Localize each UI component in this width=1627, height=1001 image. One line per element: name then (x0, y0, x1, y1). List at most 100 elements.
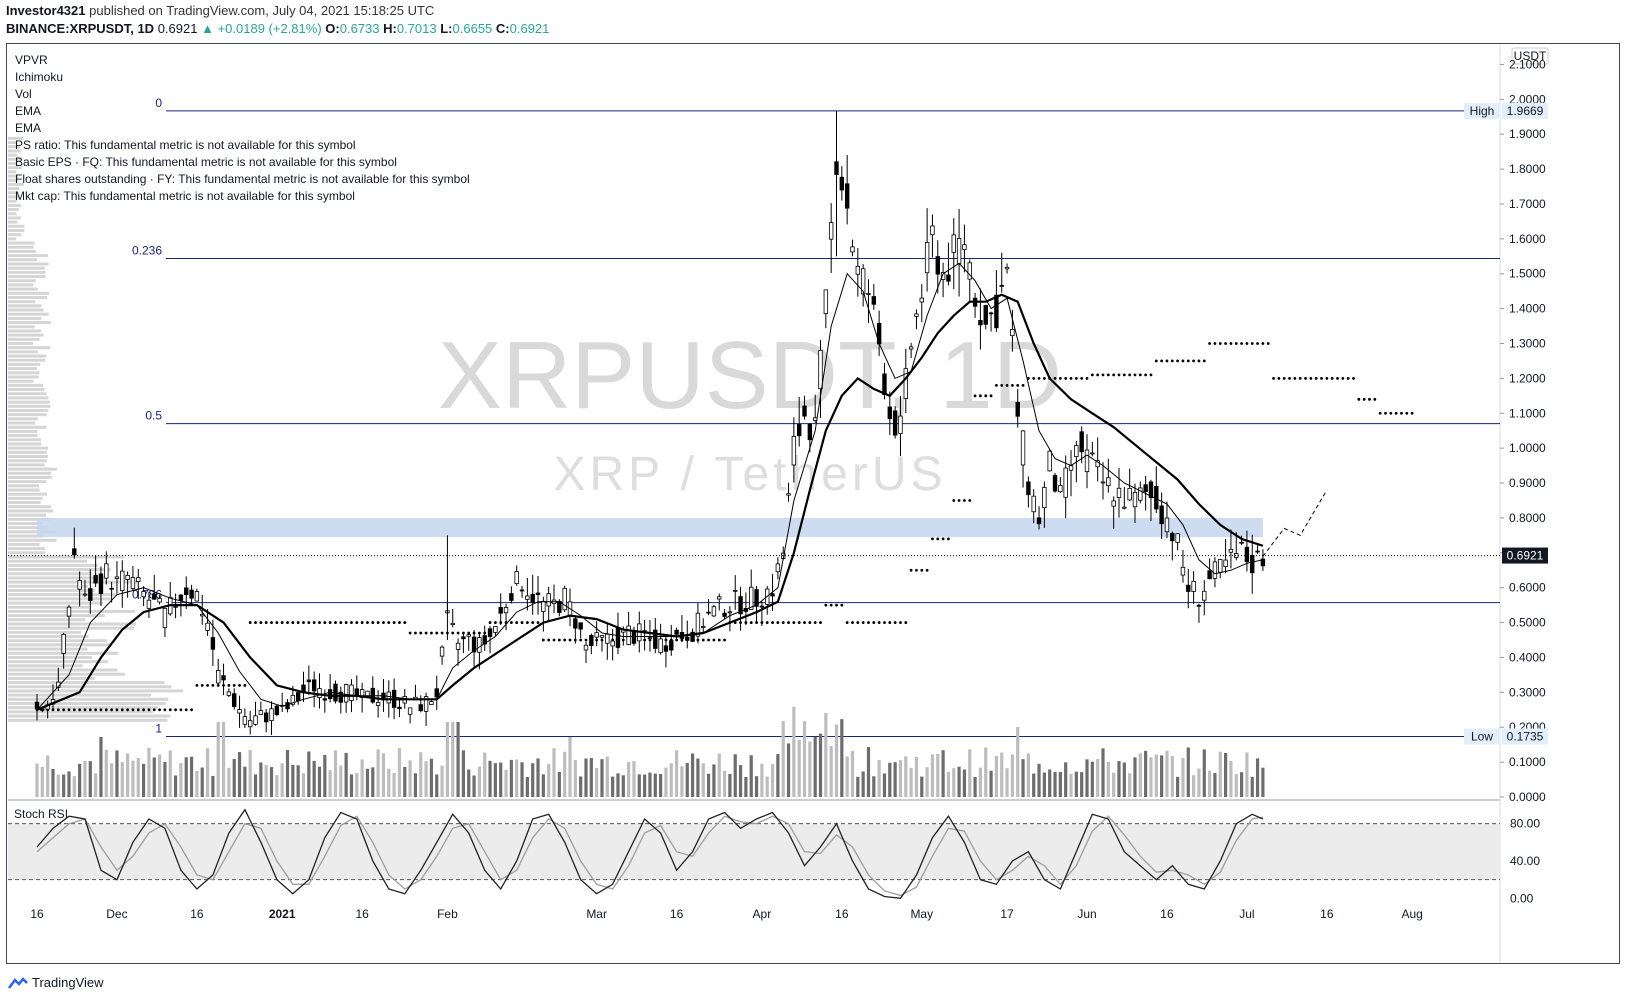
legend-item[interactable]: Basic EPS · FQ: This fundamental metric … (15, 155, 397, 169)
legend-item[interactable]: EMA (15, 121, 42, 135)
volume-bar (770, 764, 775, 797)
kijun-dot (158, 708, 161, 712)
volume-bar (936, 753, 940, 797)
volume-bar (1208, 770, 1212, 797)
candle-body (466, 634, 471, 637)
volume-bar (211, 775, 215, 797)
axis-tags: High 1.9669 Low 0.1735 0.6921 (1464, 102, 1548, 745)
author-name[interactable]: Investor4321 (6, 3, 86, 18)
volume-bar (83, 760, 87, 797)
legend-item[interactable]: PS ratio: This fundamental metric is not… (15, 138, 356, 152)
candle-body (477, 637, 482, 653)
volume-bar (744, 776, 748, 797)
candle-body (1196, 604, 1202, 607)
kijun-dot (1197, 359, 1201, 363)
ytick-label: 1.0000 (1509, 441, 1546, 455)
kijun-dot (1208, 342, 1211, 345)
price-change: ▲ +0.0189 (+2.81%) (201, 21, 322, 36)
legend-item[interactable]: Vol (15, 87, 32, 101)
volume-bar (461, 750, 465, 797)
candle-body (306, 679, 312, 683)
vpvr-bar (8, 475, 52, 479)
vpvr-bar (8, 329, 41, 333)
vpvr-bar (8, 668, 118, 672)
chart-frame[interactable] (6, 43, 1620, 964)
ema-slow-line (36, 293, 1264, 711)
vpvr-bar (8, 626, 135, 630)
kijun-dot (259, 621, 263, 624)
volume-bar (834, 724, 839, 797)
volume-bar (984, 747, 988, 797)
volume-bar (142, 763, 146, 797)
vpvr-bar (8, 706, 158, 710)
vpvr-bar (8, 522, 43, 526)
volume-bar (600, 759, 604, 797)
vpvr-bar (8, 484, 39, 488)
kijun-dot (1192, 359, 1196, 363)
volume-bar (371, 767, 375, 797)
vpvr-bar (8, 383, 43, 387)
kijun-dot (536, 621, 540, 624)
vpvr-bar (8, 538, 57, 542)
vpvr-bar (8, 279, 36, 283)
vpvr-bar (8, 530, 56, 534)
volume-bar (1085, 759, 1089, 797)
volume-bar (88, 761, 92, 797)
volume-bar (328, 770, 332, 797)
legend-item[interactable]: VPVR (15, 53, 48, 67)
stoch-ytick: 0.00 (1510, 891, 1534, 905)
time-axis[interactable]: 16 Dec 16 2021 16 Feb Mar 16 Apr 16 May 17 Jun 16 Jul 1… (30, 907, 1422, 921)
volume-bar (1170, 755, 1174, 797)
candle-body (1186, 584, 1191, 592)
vpvr-bar (8, 509, 54, 513)
legend-item[interactable]: Mkt cap: This fundamental metric is not … (15, 189, 355, 203)
kijun-dot (88, 708, 92, 712)
volume-bar (669, 763, 673, 797)
kijun-dot (147, 708, 151, 712)
kijun-dot (382, 621, 385, 624)
candle-body (807, 423, 813, 441)
vpvr-bar (8, 614, 105, 618)
kijun-dot (355, 621, 359, 624)
candle-body (1255, 550, 1260, 553)
candle-body (263, 712, 269, 723)
volume-bar (157, 754, 162, 797)
kijun-dot (1112, 373, 1116, 377)
xtick-label: 16 (835, 907, 849, 921)
candle-body (157, 598, 162, 603)
symbol-title[interactable]: BINANCE:XRPUSDT, 1D (6, 21, 155, 36)
volume-bar (136, 757, 140, 797)
tradingview-footer[interactable]: TradingView (8, 975, 104, 990)
volume-bar (1202, 749, 1206, 797)
volume-bar (808, 741, 812, 797)
volume-bar (216, 722, 220, 797)
candle-body (93, 574, 98, 584)
kijun-dot (131, 708, 135, 712)
legend-item[interactable]: Ichimoku (15, 70, 64, 84)
volume-bar (1176, 776, 1180, 797)
legend-item[interactable]: Float shares outstanding · FY: This fund… (15, 172, 470, 186)
xtick-label: Aug (1401, 907, 1422, 921)
vpvr-bar (8, 266, 45, 270)
kijun-dot (520, 621, 524, 624)
volume-bar (893, 762, 897, 797)
ema-lines (36, 262, 1328, 711)
kijun-dot (211, 683, 215, 687)
volume-bar (653, 773, 657, 797)
kijun-dot (947, 537, 950, 541)
vpvr-bar (8, 233, 22, 237)
volume-bar (1053, 772, 1057, 797)
vpvr-bar (8, 685, 172, 689)
candle-body (493, 626, 498, 633)
kijun-dot (1181, 359, 1185, 363)
kijun-dot (83, 708, 87, 712)
xtick-label: Feb (437, 907, 458, 921)
volume-bar (696, 758, 700, 797)
vpvr-bar (8, 446, 49, 450)
legend-item[interactable]: EMA (15, 104, 42, 118)
watermark-sub: XRP / TetherUS (553, 448, 946, 501)
candle-body (434, 688, 439, 698)
kijun-dot (1304, 376, 1307, 380)
